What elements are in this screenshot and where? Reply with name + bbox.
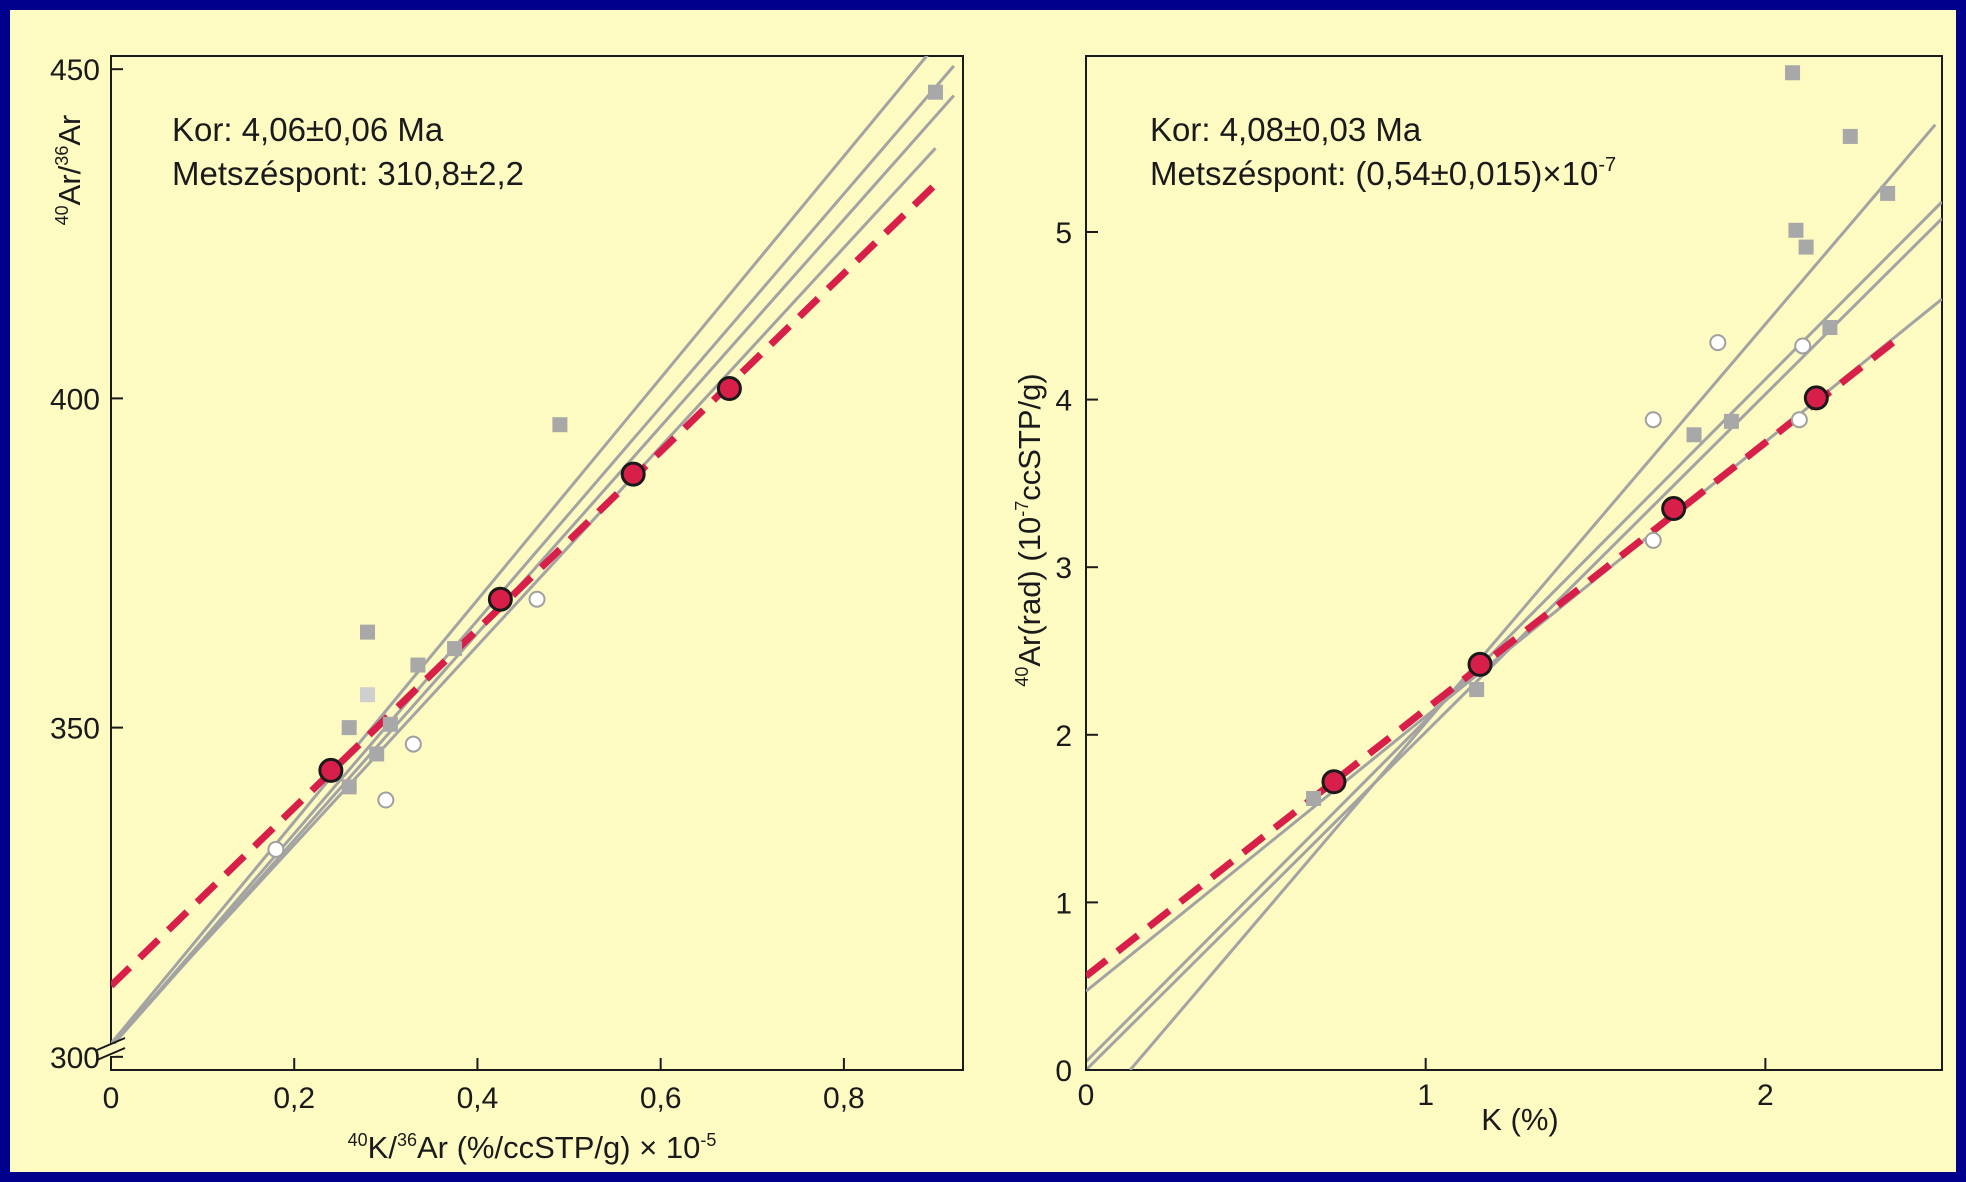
y-tick-label: 3 [1055,552,1072,585]
circle-point [404,735,422,753]
highlight-point [1803,385,1829,411]
square-point [410,657,426,673]
square-point [1469,682,1485,698]
square-point [928,84,944,100]
circle-point [1794,337,1812,355]
right-plot-frame [1085,55,1943,1071]
left-y-axis-label: 40Ar/36Ar [52,115,87,226]
right-annotation-intercept: Metszéspont: (0,54±0,015)×10-7 [1150,154,1616,192]
highlight-point [318,757,344,783]
regression-line [1086,333,1904,979]
y-tick-label: 450 [50,54,100,87]
left-chart: 0 0,2 0,4 0,6 0,8 300 350 400 450 Kor: 4,06±0,06… [50,54,964,1165]
circle-point [1790,411,1808,429]
figure-canvas: 0 0,2 0,4 0,6 0,8 300 350 400 450 Kor: 4,06±0,06… [10,10,1956,1172]
fit-line [111,94,955,1048]
left-axis-break [96,1037,126,1061]
square-point [369,746,385,762]
y-tick-label: 1 [1055,887,1072,920]
highlight-point [1661,496,1687,522]
x-tick-label: 1 [1417,1079,1434,1112]
circle-point [1644,411,1662,429]
circle-point [377,791,395,809]
y-tick-label: 300 [50,1042,100,1075]
square-point [1842,128,1858,144]
y-tick-label: 350 [50,713,100,746]
square-point [1798,239,1814,255]
square-point [1822,320,1838,336]
regression-line [111,181,938,989]
square-point [341,779,357,795]
x-tick-label: 0,2 [273,1082,315,1115]
highlight-point [1321,769,1347,795]
x-tick-label: 0,6 [640,1082,682,1115]
y-tick-label: 4 [1055,385,1072,418]
square-point [552,417,568,433]
left-ticks: 0 0,2 0,4 0,6 0,8 300 350 400 450 [50,54,865,1115]
right-x-axis-label: K (%) [1481,1102,1559,1137]
fit-line [1129,123,1937,1070]
x-tick-label: 2 [1757,1079,1774,1112]
left-plot-frame [110,55,964,1071]
square-point [360,624,376,640]
x-tick-label: 0 [1078,1079,1095,1112]
fit-line [111,56,929,1045]
y-tick-label: 5 [1055,217,1072,250]
right-points [1306,65,1896,806]
highlight-point [1467,651,1493,677]
y-tick-label: 400 [50,383,100,416]
right-annotation-age: Kor: 4,08±0,03 Ma [1150,111,1422,148]
x-tick-label: 0,4 [457,1082,499,1115]
circle-point [528,590,546,608]
square-point [1785,65,1801,81]
fit-line [111,147,937,1045]
highlight-point [716,376,742,402]
square-point [1788,222,1804,238]
square-point [382,716,398,732]
square-point [1686,427,1702,443]
left-fit-lines [111,56,955,1048]
square-point [1306,790,1322,806]
right-fit-lines [1086,123,1942,1070]
square-point [1723,413,1739,429]
x-tick-label: 0 [103,1082,120,1115]
circle-point [1709,334,1727,352]
square-point-light [360,687,376,703]
circle-point [1644,531,1662,549]
left-points [267,84,944,858]
highlight-point [620,461,646,487]
fit-line [111,64,955,1048]
y-tick-label: 2 [1055,720,1072,753]
right-chart: 0 1 2 0 1 2 3 4 5 Kor: 4,08±0,03 Ma Metszéspont:… [1012,55,1943,1137]
circle-point [267,840,285,858]
right-ticks: 0 1 2 0 1 2 3 4 5 [1055,217,1773,1112]
y-tick-label: 0 [1055,1055,1072,1088]
square-point [447,641,463,657]
right-y-axis-label: 40Ar(rad) (10-7ccSTP/g) [1012,373,1047,686]
left-x-axis-label: 40K/36Ar (%/ccSTP/g) × 10-5 [348,1130,717,1165]
left-annotation-age: Kor: 4,06±0,06 Ma [172,111,444,148]
square-point [1880,185,1896,201]
x-tick-label: 0,8 [823,1082,865,1115]
left-annotation-intercept: Metszéspont: 310,8±2,2 [172,155,524,192]
fit-line [1086,200,1942,1063]
highlight-point [487,586,513,612]
square-point [341,720,357,736]
